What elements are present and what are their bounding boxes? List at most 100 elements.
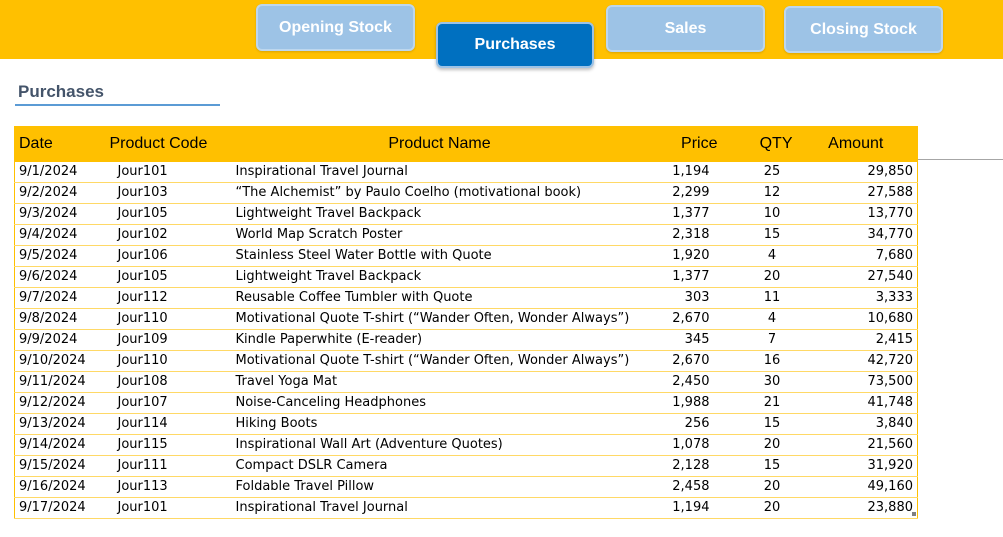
price-cell[interactable]: 2,299 [655,182,738,204]
product-name-cell[interactable]: “The Alchemist” by Paulo Coelho (motivat… [223,182,656,204]
qty-cell[interactable]: 20 [737,266,807,288]
amount-cell[interactable]: 3,333 [806,287,918,309]
product-code-cell[interactable]: Jour113 [105,476,224,498]
date-cell[interactable]: 9/17/2024 [14,497,106,519]
date-cell[interactable]: 9/15/2024 [14,455,106,477]
qty-cell[interactable]: 11 [737,287,807,309]
price-cell[interactable]: 1,920 [655,245,738,267]
price-cell[interactable]: 1,988 [655,392,738,414]
qty-cell[interactable]: 20 [737,434,807,456]
product-name-cell[interactable]: Inspirational Wall Art (Adventure Quotes… [223,434,656,456]
qty-cell[interactable]: 15 [737,455,807,477]
date-cell[interactable]: 9/13/2024 [14,413,106,435]
date-cell[interactable]: 9/8/2024 [14,308,106,330]
opening-stock-button[interactable]: Opening Stock [256,4,415,51]
amount-cell[interactable]: 41,748 [806,392,918,414]
date-cell[interactable]: 9/7/2024 [14,287,106,309]
product-name-cell[interactable]: Travel Yoga Mat [223,371,656,393]
product-code-cell[interactable]: Jour110 [105,308,224,330]
product-name-cell[interactable]: Noise-Canceling Headphones [223,392,656,414]
column-header-amount[interactable]: Amount [806,126,918,162]
date-cell[interactable]: 9/14/2024 [14,434,106,456]
date-cell[interactable]: 9/2/2024 [14,182,106,204]
date-cell[interactable]: 9/1/2024 [14,161,106,183]
qty-cell[interactable]: 12 [737,182,807,204]
qty-cell[interactable]: 16 [737,350,807,372]
product-name-cell[interactable]: Lightweight Travel Backpack [223,266,656,288]
product-name-cell[interactable]: Hiking Boots [223,413,656,435]
price-cell[interactable]: 2,670 [655,350,738,372]
product-name-cell[interactable]: Compact DSLR Camera [223,455,656,477]
price-cell[interactable]: 2,458 [655,476,738,498]
amount-cell[interactable]: 3,840 [806,413,918,435]
product-name-cell[interactable]: Motivational Quote T-shirt (“Wander Ofte… [223,308,656,330]
product-code-cell[interactable]: Jour103 [105,182,224,204]
price-cell[interactable]: 303 [655,287,738,309]
qty-cell[interactable]: 30 [737,371,807,393]
qty-cell[interactable]: 20 [737,476,807,498]
price-cell[interactable]: 1,377 [655,203,738,225]
date-cell[interactable]: 9/11/2024 [14,371,106,393]
product-code-cell[interactable]: Jour105 [105,266,224,288]
date-cell[interactable]: 9/5/2024 [14,245,106,267]
column-header-product-code[interactable]: Product Code [105,126,224,162]
product-code-cell[interactable]: Jour101 [105,497,224,519]
qty-cell[interactable]: 25 [737,161,807,183]
product-code-cell[interactable]: Jour110 [105,350,224,372]
price-cell[interactable]: 256 [655,413,738,435]
amount-cell[interactable]: 21,560 [806,434,918,456]
product-code-cell[interactable]: Jour105 [105,203,224,225]
date-cell[interactable]: 9/9/2024 [14,329,106,351]
qty-cell[interactable]: 15 [737,413,807,435]
product-name-cell[interactable]: Kindle Paperwhite (E-reader) [223,329,656,351]
product-code-cell[interactable]: Jour107 [105,392,224,414]
amount-cell[interactable]: 49,160 [806,476,918,498]
amount-cell[interactable]: 23,880 [806,497,918,519]
product-code-cell[interactable]: Jour111 [105,455,224,477]
product-code-cell[interactable]: Jour115 [105,434,224,456]
qty-cell[interactable]: 10 [737,203,807,225]
date-cell[interactable]: 9/3/2024 [14,203,106,225]
amount-cell[interactable]: 27,588 [806,182,918,204]
amount-cell[interactable]: 7,680 [806,245,918,267]
sales-button[interactable]: Sales [606,5,765,52]
product-code-cell[interactable]: Jour106 [105,245,224,267]
column-header-product-name[interactable]: Product Name [223,126,656,162]
amount-cell[interactable]: 29,850 [806,161,918,183]
column-header-date[interactable]: Date [14,126,106,162]
price-cell[interactable]: 2,318 [655,224,738,246]
closing-stock-button[interactable]: Closing Stock [784,6,943,53]
product-name-cell[interactable]: Reusable Coffee Tumbler with Quote [223,287,656,309]
column-header-price[interactable]: Price [655,126,738,162]
product-code-cell[interactable]: Jour108 [105,371,224,393]
table-resize-handle[interactable] [912,512,916,516]
product-name-cell[interactable]: Inspirational Travel Journal [223,161,656,183]
product-name-cell[interactable]: World Map Scratch Poster [223,224,656,246]
date-cell[interactable]: 9/10/2024 [14,350,106,372]
qty-cell[interactable]: 4 [737,245,807,267]
product-code-cell[interactable]: Jour109 [105,329,224,351]
amount-cell[interactable]: 10,680 [806,308,918,330]
date-cell[interactable]: 9/6/2024 [14,266,106,288]
product-name-cell[interactable]: Lightweight Travel Backpack [223,203,656,225]
qty-cell[interactable]: 20 [737,497,807,519]
purchases-button[interactable]: Purchases [436,22,594,68]
amount-cell[interactable]: 2,415 [806,329,918,351]
product-name-cell[interactable]: Inspirational Travel Journal [223,497,656,519]
product-name-cell[interactable]: Stainless Steel Water Bottle with Quote [223,245,656,267]
amount-cell[interactable]: 31,920 [806,455,918,477]
date-cell[interactable]: 9/4/2024 [14,224,106,246]
column-header-qty[interactable]: QTY [737,126,807,162]
product-name-cell[interactable]: Motivational Quote T-shirt (“Wander Ofte… [223,350,656,372]
product-code-cell[interactable]: Jour102 [105,224,224,246]
qty-cell[interactable]: 15 [737,224,807,246]
price-cell[interactable]: 1,194 [655,161,738,183]
price-cell[interactable]: 345 [655,329,738,351]
date-cell[interactable]: 9/12/2024 [14,392,106,414]
product-code-cell[interactable]: Jour101 [105,161,224,183]
product-code-cell[interactable]: Jour114 [105,413,224,435]
product-name-cell[interactable]: Foldable Travel Pillow [223,476,656,498]
price-cell[interactable]: 2,670 [655,308,738,330]
price-cell[interactable]: 1,078 [655,434,738,456]
amount-cell[interactable]: 73,500 [806,371,918,393]
